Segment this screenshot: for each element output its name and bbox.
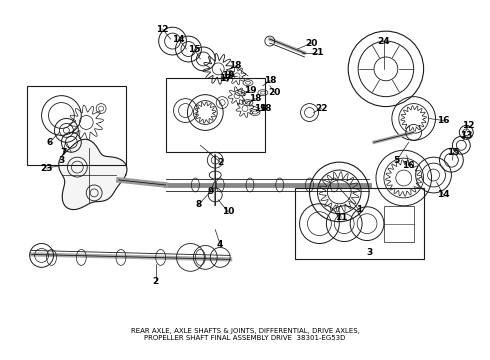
Text: 18: 18: [259, 104, 271, 113]
Polygon shape: [59, 139, 127, 210]
Text: 4: 4: [217, 240, 223, 249]
Text: 24: 24: [378, 37, 390, 46]
Text: 15: 15: [188, 45, 200, 54]
Text: 18: 18: [248, 94, 261, 103]
Text: 2: 2: [217, 158, 223, 167]
Text: 9: 9: [207, 188, 214, 197]
Text: 3: 3: [366, 248, 372, 257]
Text: 12: 12: [156, 25, 169, 34]
Text: 23: 23: [40, 163, 53, 172]
Text: 1: 1: [356, 205, 362, 214]
Text: 13: 13: [460, 131, 472, 140]
Text: 12: 12: [462, 121, 474, 130]
Text: 19: 19: [222, 71, 234, 80]
Bar: [294, 188, 424, 260]
Bar: [26, 86, 126, 165]
Text: 14: 14: [172, 35, 185, 44]
Text: 19: 19: [253, 104, 266, 113]
Text: 16: 16: [437, 116, 450, 125]
Text: 5: 5: [393, 156, 400, 165]
Text: 17: 17: [219, 74, 231, 83]
Bar: [166, 78, 265, 152]
Text: REAR AXLE, AXLE SHAFTS & JOINTS, DIFFERENTIAL, DRIVE AXLES,
PROPELLER SHAFT FINA: REAR AXLE, AXLE SHAFTS & JOINTS, DIFFERE…: [130, 328, 360, 341]
Text: 3: 3: [58, 156, 65, 165]
Text: 19: 19: [244, 86, 256, 95]
Text: 11: 11: [335, 213, 347, 222]
Text: 20: 20: [305, 39, 318, 48]
Text: 18: 18: [229, 62, 242, 71]
Text: 8: 8: [195, 200, 201, 209]
Text: 20: 20: [269, 88, 281, 97]
Text: 18: 18: [264, 76, 276, 85]
Bar: [384, 206, 414, 242]
Text: 21: 21: [311, 49, 324, 58]
Text: 14: 14: [437, 190, 450, 199]
Text: 2: 2: [152, 277, 159, 286]
Text: 10: 10: [222, 207, 234, 216]
Text: 15: 15: [447, 148, 460, 157]
Text: 6: 6: [47, 138, 52, 147]
Text: 7: 7: [60, 148, 67, 157]
Text: 16: 16: [402, 161, 415, 170]
Text: 22: 22: [315, 104, 328, 113]
